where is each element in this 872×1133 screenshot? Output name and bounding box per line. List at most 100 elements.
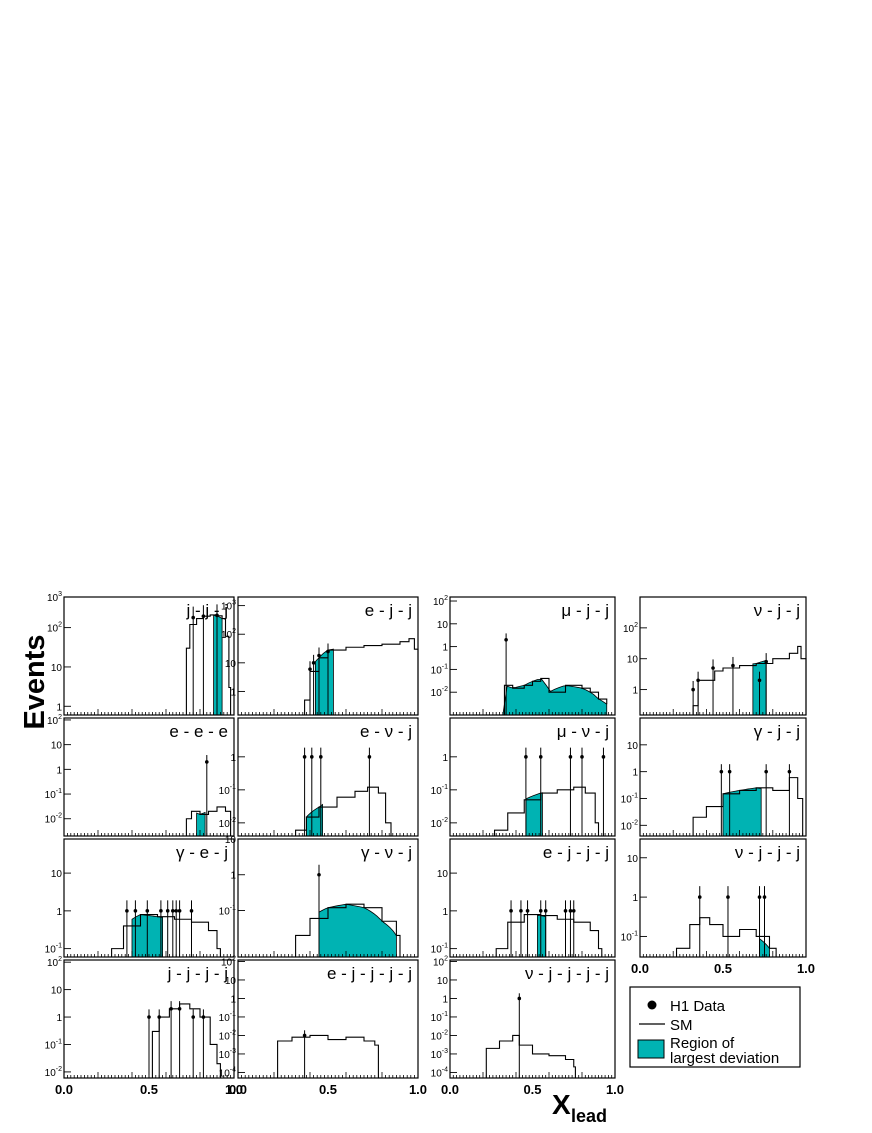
x-tick-label: 1.0: [409, 1082, 427, 1097]
legend-data-marker: [647, 1000, 657, 1010]
panel-title: γ - j - j: [754, 722, 800, 741]
y-tick-label: 1: [632, 893, 638, 904]
x-axis-label: X lead: [552, 1089, 607, 1126]
y-tick-label: 10-2: [45, 1066, 62, 1079]
data-point-5: [165, 909, 170, 913]
y-tick-label: 1: [230, 753, 236, 764]
y-tick-label: 1: [632, 768, 638, 779]
region-area: [306, 803, 323, 837]
data-point-5: [757, 678, 762, 683]
panel-11: 10-1 1 10 e - j - j - j: [431, 838, 616, 958]
y-tick-label: 1: [56, 907, 62, 918]
panel-title: e - j - j: [365, 601, 412, 620]
y-tick-label: 10: [627, 854, 639, 865]
y-tick-label: 10: [225, 835, 237, 846]
panel-title: e - j - j - j: [543, 843, 609, 862]
data-point-2: [538, 755, 543, 759]
data-point-1: [719, 769, 724, 774]
y-tick-label: 1: [230, 994, 236, 1005]
panel-title: e - e - e: [169, 722, 228, 741]
x-tick-label: 0.5: [140, 1082, 158, 1097]
data-point-7: [174, 909, 178, 913]
data-point-5: [543, 909, 548, 913]
x-tick-label: 1.0: [606, 1082, 624, 1097]
data-point-8: [177, 909, 182, 913]
panel-title: μ - ν - j: [557, 722, 609, 741]
y-tick-label: 102: [623, 622, 638, 635]
data-point-4: [367, 755, 372, 759]
data-point-3: [169, 1006, 173, 1011]
data-point-2: [310, 755, 314, 759]
region-area: [525, 792, 543, 837]
data-point-4: [580, 755, 584, 759]
y-tick-label: 102: [433, 595, 448, 608]
data-point-8: [571, 909, 576, 913]
y-tick-label: 10-1: [431, 784, 448, 797]
y-tick-label: 102: [433, 955, 448, 968]
y-tick-label: 10-3: [431, 1048, 448, 1061]
data-point-1: [191, 615, 195, 620]
y-tick-label: 1: [442, 907, 448, 918]
data-point-3: [757, 895, 762, 899]
y-tick-label: 10: [51, 986, 63, 997]
y-tick-label: 10-1: [45, 943, 62, 956]
panel-4: 1 10 102 ν - j - j: [623, 596, 807, 716]
panel-8: 10-2 10-1 1 10 γ - j - j: [621, 717, 807, 837]
data-point-4: [538, 909, 543, 913]
data-point-2: [727, 769, 732, 774]
y-tick-label: 10: [437, 620, 449, 631]
panel-title: j - j - j - j: [167, 964, 228, 983]
data-point-2: [311, 661, 316, 665]
data-point-2: [519, 909, 523, 913]
y-tick-label: 10-2: [431, 817, 448, 830]
data-point-3: [145, 909, 150, 913]
x-tick-label: 1.0: [225, 1082, 243, 1097]
sm-line: [106, 913, 221, 958]
data-point-1: [524, 755, 528, 759]
panel-7: 10-2 10-1 1 μ - ν - j: [431, 717, 616, 837]
data-point-2: [696, 678, 700, 683]
data-point-4: [762, 895, 767, 899]
data-point-1: [125, 909, 129, 913]
panel-title: ν - j - j - j: [735, 843, 800, 862]
x-tick-label: 0.5: [319, 1082, 337, 1097]
y-tick-label: 102: [47, 622, 62, 635]
y-tick-label: 1: [56, 1013, 62, 1024]
data-point-4: [177, 1006, 182, 1011]
x-tick-label: 0.0: [441, 1082, 459, 1097]
panel-1: 1 10 102 103 j - j - j: [47, 591, 235, 716]
sm-line: [689, 777, 804, 837]
y-tick-label: 10: [627, 655, 639, 666]
y-tick-label: 10: [437, 869, 449, 880]
y-tick-label: 103: [47, 591, 62, 604]
data-point-5: [601, 755, 606, 759]
data-point-4: [731, 663, 735, 668]
data-point-6: [201, 1015, 206, 1019]
data-point-3: [319, 755, 323, 759]
legend-region-swatch: [637, 1039, 665, 1059]
data-point-1: [697, 895, 702, 899]
y-tick-label: 10: [627, 741, 639, 752]
x-tick-label: 0.5: [714, 961, 732, 976]
y-tick-label: 1: [632, 686, 638, 697]
data-point-2: [133, 909, 138, 913]
data-point-2: [726, 895, 730, 899]
y-tick-label: 1: [56, 765, 62, 776]
y-tick-label: 10: [225, 659, 237, 670]
sm-line: [491, 913, 603, 958]
sm-line: [673, 917, 777, 958]
data-point-4: [787, 769, 792, 774]
y-tick-label: 10: [437, 976, 449, 987]
data-point-1: [317, 872, 321, 877]
panel-13: 10-2 10-1 1 10 102 j - j - j - j 0.0 0.5 1.0: [45, 956, 243, 1097]
y-tick-label: 1: [230, 687, 236, 698]
y-tick-label: 10-1: [431, 663, 448, 676]
data-point-3: [764, 769, 768, 774]
panel-title: ν - j - j: [754, 601, 800, 620]
y-tick-label: 10-1: [45, 1038, 62, 1051]
